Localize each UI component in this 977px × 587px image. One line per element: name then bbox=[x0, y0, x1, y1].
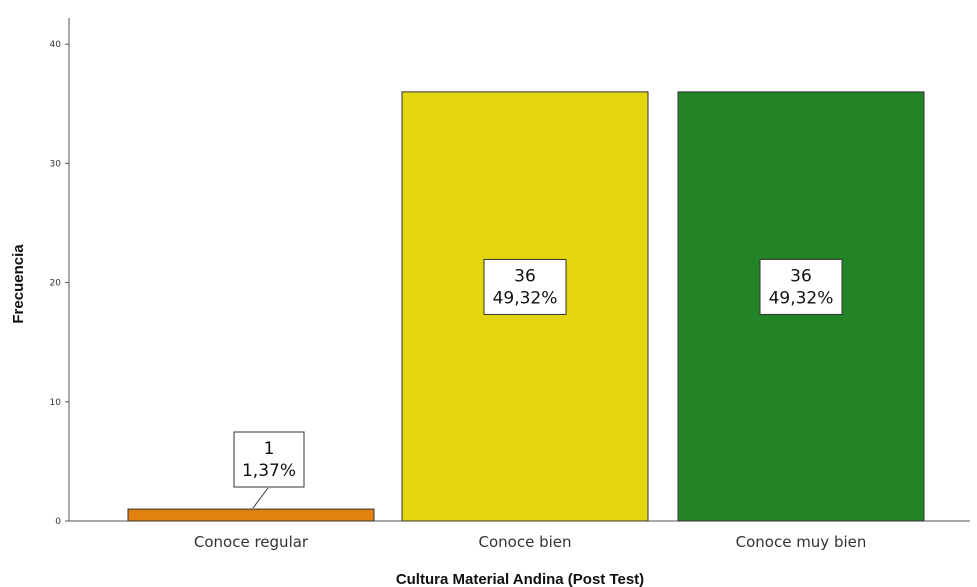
label-leader-line bbox=[253, 488, 268, 508]
data-label-count: 36 bbox=[790, 266, 812, 286]
y-axis-title: Frecuencia bbox=[10, 244, 27, 324]
data-label-count: 1 bbox=[264, 439, 275, 459]
data-label-count: 36 bbox=[514, 266, 536, 286]
bar bbox=[128, 509, 374, 521]
data-label-percent: 49,32% bbox=[493, 288, 558, 308]
y-tick-label: 20 bbox=[50, 279, 62, 289]
x-tick-label: Conoce muy bien bbox=[736, 533, 867, 551]
y-tick-label: 40 bbox=[50, 40, 62, 50]
x-category-labels: Conoce regular Conoce bien Conoce muy bien bbox=[194, 533, 866, 551]
x-tick-label: Conoce regular bbox=[194, 533, 309, 551]
data-label-percent: 1,37% bbox=[242, 461, 296, 481]
x-tick-label: Conoce bien bbox=[478, 533, 571, 551]
y-tick-label: 0 bbox=[55, 517, 61, 527]
x-axis-title: Cultura Material Andina (Post Test) bbox=[396, 571, 644, 587]
data-label-percent: 49,32% bbox=[769, 288, 834, 308]
y-tick-label: 10 bbox=[50, 398, 62, 408]
y-tick-label: 30 bbox=[50, 159, 62, 169]
y-ticks: 0 10 20 30 40 bbox=[50, 40, 69, 527]
